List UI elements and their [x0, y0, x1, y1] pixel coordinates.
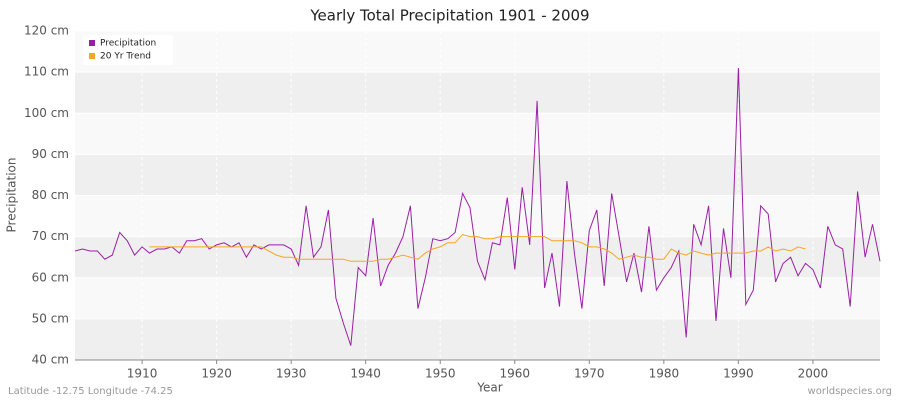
y-tick-label: 60 cm — [32, 270, 69, 284]
x-tick-label: 1990 — [723, 367, 754, 381]
x-tick-label: 1950 — [425, 367, 456, 381]
grid-band — [75, 318, 880, 360]
legend-label: 20 Yr Trend — [100, 52, 151, 62]
y-tick-label: 120 cm — [24, 24, 69, 38]
legend: Precipitation 20 Yr Trend — [83, 35, 173, 65]
series-line — [149, 234, 806, 262]
legend-swatch — [89, 40, 95, 46]
x-axis-label: Year — [476, 381, 502, 395]
grid-band — [75, 236, 880, 278]
grid-band — [75, 154, 880, 196]
legend-box — [83, 35, 173, 65]
grid-band — [75, 72, 880, 114]
y-tick-label: 110 cm — [24, 65, 69, 79]
x-tick-label: 1930 — [276, 367, 307, 381]
x-tick-label: 1960 — [499, 367, 530, 381]
y-tick-label: 90 cm — [32, 147, 69, 161]
chart-title: Yearly Total Precipitation 1901 - 2009 — [309, 7, 589, 25]
footer-source: worldspecies.org — [808, 386, 892, 397]
y-tick-label: 80 cm — [32, 188, 69, 202]
y-tick-label: 70 cm — [32, 229, 69, 243]
y-axis-label: Precipitation — [5, 157, 19, 232]
x-tick-label: 1980 — [649, 367, 680, 381]
y-tick-label: 50 cm — [32, 311, 69, 325]
legend-label: Precipitation — [100, 39, 156, 49]
x-tick-label: 1910 — [127, 367, 158, 381]
y-tick-label: 100 cm — [24, 106, 69, 120]
x-tick-label: 1940 — [350, 367, 381, 381]
footer-location: Latitude -12.75 Longitude -74.25 — [8, 386, 173, 397]
series-line — [74, 67, 881, 346]
x-tick-label: 1920 — [201, 367, 232, 381]
x-tick-label: 1970 — [574, 367, 605, 381]
x-tick-label: 2000 — [798, 367, 829, 381]
y-tick-label: 40 cm — [32, 353, 69, 367]
legend-swatch — [89, 53, 95, 59]
